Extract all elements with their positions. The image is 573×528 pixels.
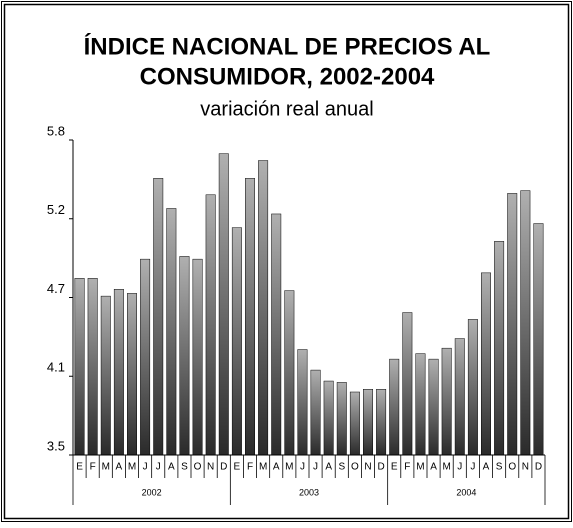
bar bbox=[284, 290, 295, 456]
y-tick-label: 4.7 bbox=[47, 281, 65, 296]
x-tick-label: M bbox=[102, 462, 110, 473]
bar bbox=[140, 258, 151, 456]
x-tick-label: J bbox=[300, 462, 305, 473]
x-group-label: 2004 bbox=[456, 487, 476, 497]
bar bbox=[520, 190, 531, 456]
x-tick-label: J bbox=[143, 462, 148, 473]
x-tick-label: S bbox=[338, 462, 345, 473]
bar bbox=[389, 358, 400, 456]
x-tick-label: F bbox=[404, 462, 410, 473]
bar bbox=[349, 391, 360, 456]
y-tick-label: 3.5 bbox=[47, 438, 65, 453]
x-tick-label: S bbox=[181, 462, 188, 473]
bar bbox=[441, 347, 452, 456]
bar bbox=[205, 194, 216, 456]
bar bbox=[310, 369, 321, 456]
bar bbox=[363, 389, 373, 456]
bar bbox=[323, 380, 334, 456]
x-tick-label: J bbox=[457, 462, 462, 473]
y-tick-label: 4.1 bbox=[47, 360, 65, 375]
bar bbox=[127, 293, 137, 456]
chart-title: CONSUMIDOR, 2002-2004 bbox=[140, 63, 435, 90]
bar bbox=[297, 349, 308, 456]
bar bbox=[402, 312, 413, 456]
x-tick-label: D bbox=[535, 462, 542, 473]
bar bbox=[87, 278, 98, 456]
bar bbox=[192, 258, 203, 456]
x-tick-label: A bbox=[325, 462, 332, 473]
x-tick-label: A bbox=[430, 462, 437, 473]
x-tick-label: D bbox=[377, 462, 384, 473]
y-tick-label: 5.2 bbox=[47, 202, 65, 217]
bar bbox=[494, 241, 505, 456]
bar bbox=[507, 193, 518, 456]
bar bbox=[481, 272, 491, 456]
chart-subtitle: variación real anual bbox=[200, 98, 373, 120]
x-tick-label: M bbox=[285, 462, 293, 473]
x-tick-label: E bbox=[76, 462, 83, 473]
x-tick-label: N bbox=[364, 462, 371, 473]
x-tick-label: A bbox=[116, 462, 123, 473]
x-tick-label: O bbox=[194, 462, 202, 473]
x-tick-label: J bbox=[313, 462, 318, 473]
x-group-label: 2002 bbox=[142, 487, 162, 497]
x-group-label: 2003 bbox=[299, 487, 319, 497]
inner-frame bbox=[3, 3, 570, 520]
bar bbox=[100, 295, 111, 456]
x-tick-label: A bbox=[273, 462, 280, 473]
bar bbox=[428, 358, 439, 456]
x-tick-label: M bbox=[128, 462, 136, 473]
x-tick-label: F bbox=[90, 462, 96, 473]
x-tick-label: S bbox=[496, 462, 503, 473]
x-tick-label: N bbox=[522, 462, 529, 473]
x-tick-label: M bbox=[442, 462, 450, 473]
x-tick-label: E bbox=[391, 462, 398, 473]
bar bbox=[231, 227, 242, 456]
x-tick-label: D bbox=[220, 462, 227, 473]
chart-title: ÍNDICE NACIONAL DE PRECIOS AL bbox=[84, 32, 491, 60]
bar bbox=[258, 160, 269, 456]
x-tick-label: A bbox=[168, 462, 175, 473]
bar bbox=[336, 382, 347, 456]
bar bbox=[74, 278, 85, 456]
x-tick-label: A bbox=[483, 462, 490, 473]
bar bbox=[245, 178, 255, 456]
x-tick-label: F bbox=[247, 462, 253, 473]
x-tick-label: E bbox=[234, 462, 241, 473]
bar bbox=[218, 153, 229, 456]
x-tick-label: M bbox=[259, 462, 267, 473]
y-tick-label: 5.8 bbox=[47, 123, 65, 138]
bar bbox=[454, 338, 465, 456]
bar bbox=[467, 319, 478, 456]
bar bbox=[533, 223, 544, 456]
x-tick-label: J bbox=[156, 462, 161, 473]
x-tick-label: O bbox=[508, 462, 516, 473]
bar bbox=[179, 256, 190, 456]
x-tick-label: O bbox=[351, 462, 359, 473]
x-tick-label: M bbox=[416, 462, 424, 473]
bar bbox=[166, 208, 177, 456]
x-tick-label: N bbox=[207, 462, 214, 473]
bar bbox=[271, 213, 282, 456]
bar bbox=[415, 353, 426, 456]
bar bbox=[153, 178, 164, 456]
x-tick-label: J bbox=[470, 462, 475, 473]
bar bbox=[113, 289, 124, 456]
bar bbox=[376, 389, 387, 456]
